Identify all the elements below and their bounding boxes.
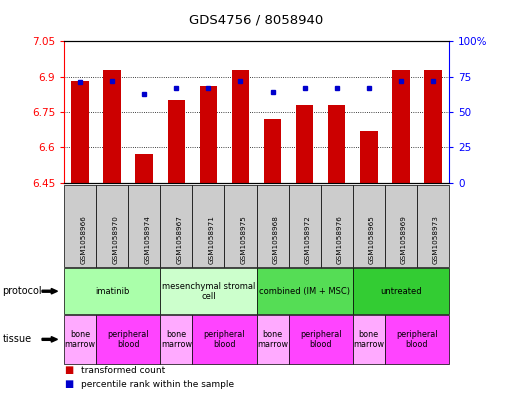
Text: GSM1058968: GSM1058968 bbox=[272, 215, 279, 264]
Text: GSM1058965: GSM1058965 bbox=[369, 215, 374, 264]
Bar bbox=[328, 105, 345, 183]
Bar bbox=[104, 70, 121, 183]
Text: GSM1058969: GSM1058969 bbox=[401, 215, 407, 264]
Text: ■: ■ bbox=[64, 379, 73, 389]
Text: peripheral
blood: peripheral blood bbox=[108, 330, 149, 349]
Text: peripheral
blood: peripheral blood bbox=[396, 330, 438, 349]
Text: untreated: untreated bbox=[380, 287, 422, 296]
Bar bbox=[392, 70, 409, 183]
Text: mesenchymal stromal
cell: mesenchymal stromal cell bbox=[162, 281, 255, 301]
Text: GSM1058976: GSM1058976 bbox=[337, 215, 343, 264]
Bar bbox=[424, 70, 442, 183]
Text: bone
marrow: bone marrow bbox=[257, 330, 288, 349]
Text: GDS4756 / 8058940: GDS4756 / 8058940 bbox=[189, 14, 324, 27]
Text: peripheral
blood: peripheral blood bbox=[300, 330, 341, 349]
Text: ■: ■ bbox=[64, 365, 73, 375]
Text: bone
marrow: bone marrow bbox=[161, 330, 192, 349]
Bar bbox=[232, 70, 249, 183]
Bar bbox=[264, 119, 281, 183]
Text: peripheral
blood: peripheral blood bbox=[204, 330, 245, 349]
Text: GSM1058971: GSM1058971 bbox=[208, 215, 214, 264]
Text: GSM1058975: GSM1058975 bbox=[241, 215, 246, 264]
Text: percentile rank within the sample: percentile rank within the sample bbox=[81, 380, 233, 389]
Bar bbox=[200, 86, 217, 183]
Text: GSM1058966: GSM1058966 bbox=[80, 215, 86, 264]
Bar bbox=[360, 131, 378, 183]
Text: GSM1058967: GSM1058967 bbox=[176, 215, 182, 264]
Text: GSM1058973: GSM1058973 bbox=[433, 215, 439, 264]
Text: combined (IM + MSC): combined (IM + MSC) bbox=[259, 287, 350, 296]
Text: bone
marrow: bone marrow bbox=[65, 330, 95, 349]
Text: GSM1058974: GSM1058974 bbox=[144, 215, 150, 264]
Text: transformed count: transformed count bbox=[81, 366, 165, 375]
Text: tissue: tissue bbox=[3, 334, 32, 344]
Text: imatinib: imatinib bbox=[95, 287, 129, 296]
Text: GSM1058972: GSM1058972 bbox=[305, 215, 310, 264]
Bar bbox=[168, 100, 185, 183]
Text: protocol: protocol bbox=[3, 286, 42, 296]
Text: bone
marrow: bone marrow bbox=[353, 330, 384, 349]
Bar bbox=[296, 105, 313, 183]
Text: GSM1058970: GSM1058970 bbox=[112, 215, 118, 264]
Bar bbox=[135, 154, 153, 183]
Bar bbox=[71, 81, 89, 183]
